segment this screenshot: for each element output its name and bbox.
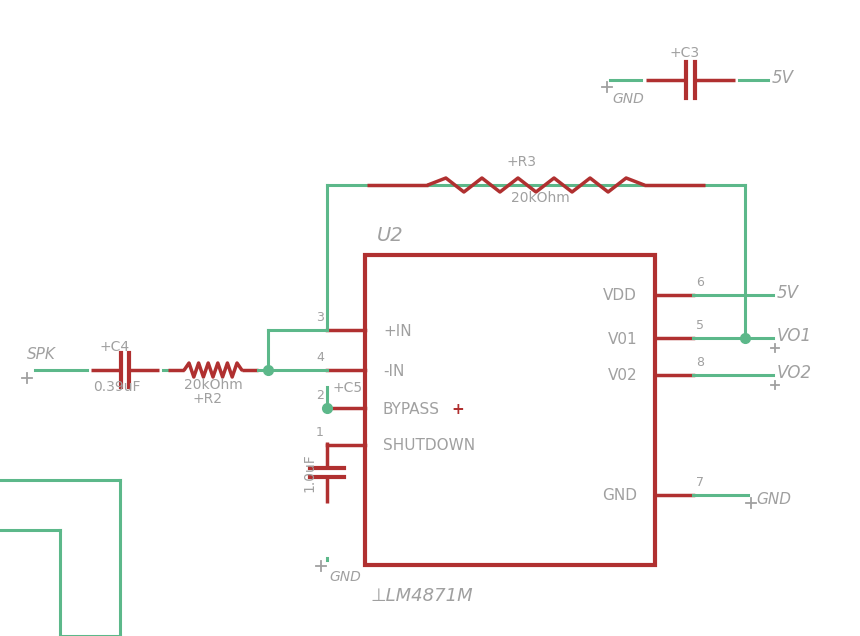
Text: +C4: +C4 [100,340,130,354]
Text: 1.0uF: 1.0uF [302,453,316,492]
Text: 3: 3 [316,311,324,324]
Text: 5V: 5V [777,284,799,302]
Text: +: + [451,401,464,417]
Text: 5: 5 [696,319,704,332]
Text: 0.39uF: 0.39uF [93,380,141,394]
Text: 7: 7 [696,476,704,489]
Text: V02: V02 [607,368,637,384]
Text: -IN: -IN [383,364,404,378]
Text: VDD: VDD [603,289,637,303]
Text: 5V: 5V [772,69,794,87]
Text: +C3: +C3 [670,46,700,60]
Text: VO1: VO1 [777,327,812,345]
Text: GND: GND [329,570,360,584]
Text: +R2: +R2 [193,392,223,406]
Text: 6: 6 [696,276,703,289]
Text: ⊥LM4871M: ⊥LM4871M [370,587,473,605]
Text: +R3: +R3 [506,155,536,169]
Text: SPK: SPK [27,347,56,362]
Text: 20kOhm: 20kOhm [184,378,243,392]
Text: U2: U2 [377,226,403,245]
Text: 8: 8 [696,356,704,369]
Text: 20kOhm: 20kOhm [511,191,569,205]
Text: 2: 2 [316,389,324,402]
Text: V01: V01 [607,331,637,347]
Bar [365,255,655,565]
Text: GND: GND [756,492,791,506]
Text: +C5: +C5 [333,381,363,395]
Text: VO2: VO2 [777,364,812,382]
Text: GND: GND [612,92,644,106]
Text: BYPASS: BYPASS [383,401,440,417]
Text: 1: 1 [316,426,324,439]
Text: 4: 4 [316,351,324,364]
Text: +IN: +IN [383,324,412,338]
Text: SHUTDOWN: SHUTDOWN [383,438,475,453]
Text: GND: GND [602,488,637,504]
